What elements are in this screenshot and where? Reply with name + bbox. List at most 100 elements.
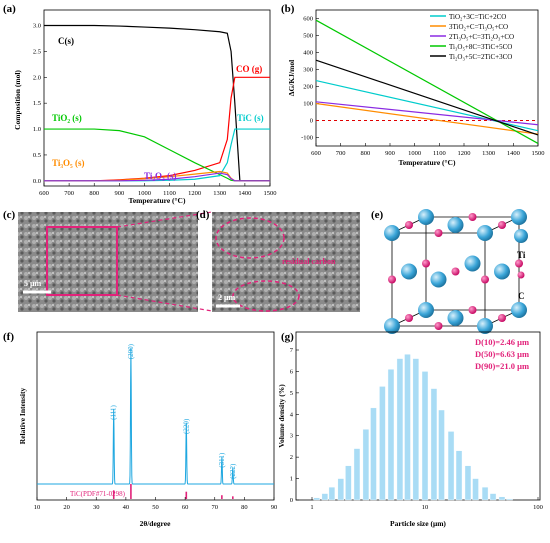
chart-a-xlabel: Temperature (°C) <box>129 196 186 205</box>
chart-a-ylabel: Composition (mol) <box>13 70 22 130</box>
psd-bar <box>345 465 352 501</box>
chart-a-xtick-label: 1100 <box>163 190 176 197</box>
chart-f-xtick-label: 20 <box>63 504 70 511</box>
chart-a-line-0 <box>44 24 270 182</box>
chart-g-ytick-label: 5 <box>290 390 293 397</box>
stat-d50: D(50)=6.63 μm <box>475 349 529 359</box>
c-atom <box>405 314 413 322</box>
chart-f-xlabel: 2θ/degree <box>140 519 172 528</box>
psd-bar <box>321 493 329 501</box>
residual-carbon-ellipse-1 <box>215 217 285 259</box>
stat-d10: D(10)=2.46 μm <box>475 337 529 347</box>
psd-bar <box>370 407 377 501</box>
xrd-peak-label: (111) <box>110 405 118 420</box>
chart-b-ytick-label: 300 <box>303 67 313 74</box>
chart-f-xtick-label: 10 <box>34 504 41 511</box>
chart-f-xtick-label: 70 <box>212 504 219 511</box>
residual-carbon-ellipse-2 <box>232 280 300 312</box>
psd-bar <box>464 465 472 501</box>
residual-carbon-label: residual carbon <box>282 257 336 266</box>
c-atom <box>498 221 506 229</box>
chart-b-ytick-label: 600 <box>303 16 313 23</box>
xrd-peak-label: (200) <box>127 343 135 359</box>
xrd-peak-label: (220) <box>182 418 190 434</box>
c-atom <box>388 275 396 284</box>
chart-b-ylabel: ΔG/KJ/mol <box>287 60 296 96</box>
c-atom <box>515 259 523 268</box>
ti-atom <box>384 318 400 334</box>
ti-atom <box>464 255 481 272</box>
chart-g-ytick-label: 7 <box>290 347 294 354</box>
ti-atom <box>418 302 434 318</box>
c-atom <box>468 213 477 221</box>
panel-label-f: (f) <box>3 331 14 343</box>
chart-f-xtick-label: 80 <box>241 504 248 511</box>
psd-bar <box>447 431 455 501</box>
chart-f-frame <box>36 331 275 501</box>
psd-bar <box>430 388 438 501</box>
ti-atom <box>418 209 434 225</box>
chart-g: 1 10 100 0 1 2 3 4 5 6 7 Particle size (μm) Volum… <box>277 331 543 528</box>
chart-b-ytick-label: 200 <box>303 84 313 91</box>
chart-b-legend: TiO₂+3C=TiC+2CO 3TiO₂+C=Ti₃O₅+CO 2Ti₃O₅+C=… <box>430 13 514 61</box>
chart-b-xtick-label: 1400 <box>507 150 520 157</box>
psd-bar <box>404 354 411 501</box>
ti-atom <box>430 271 447 288</box>
chart-a-ytick-label: 2.0 <box>33 74 41 81</box>
chart-a-xtick-label: 600 <box>39 190 49 197</box>
ti-atom <box>511 209 527 225</box>
chart-f-pattern: (111) (200) (220) (311)(222) <box>37 343 274 499</box>
chart-g-bars <box>313 354 513 501</box>
chart-a-xtick-label: 1200 <box>188 190 201 197</box>
label-ti2o3: Ti₂O₃ (s) <box>144 171 176 181</box>
chart-b: 600 700 800 900 1000 1100 1200 1300 1400 1500 -10… <box>287 9 545 167</box>
psd-bar <box>353 448 361 501</box>
chart-g-ytick-label: 6 <box>290 368 294 375</box>
chart-a: 600 700 800 900 1000 1100 1200 1300 1400 1500 0.0… <box>13 9 277 205</box>
chart-a-line-5 <box>44 172 270 182</box>
c-atom <box>451 267 460 276</box>
chart-a-xtick-label: 800 <box>89 190 99 197</box>
chart-b-xtick-label: 1300 <box>482 150 495 157</box>
c-atom <box>405 221 413 229</box>
legend-ti-atom <box>514 229 528 243</box>
ti-atom <box>477 318 493 334</box>
chart-b-xtick-label: 600 <box>311 150 321 157</box>
panel-label-a: (a) <box>3 3 16 15</box>
chart-g-ytick-label: 4 <box>290 411 294 418</box>
chart-g-ylabel: Volume density (%) <box>277 384 286 448</box>
label-cs: C(s) <box>58 36 74 46</box>
chart-b-ytick-label: 0 <box>310 118 313 125</box>
chart-b-xtick-label: 900 <box>385 150 395 157</box>
chart-a-xtick-label: 900 <box>114 190 124 197</box>
chart-b-ytick-label: 400 <box>303 50 313 57</box>
psd-bar <box>472 478 479 501</box>
label-tio2: TiO₂ (s) <box>52 113 82 123</box>
legend-c-label: C <box>518 291 525 301</box>
psd-bar <box>481 486 489 501</box>
sem-c-zoom-box <box>46 226 118 296</box>
chart-a-y-ticks: 0.0 0.5 1.0 1.5 2.0 2.5 3.0 <box>33 23 47 185</box>
chart-f-xtick-label: 90 <box>271 504 278 511</box>
chart-a-xtick-label: 700 <box>64 190 74 197</box>
panel-label-e: (e) <box>371 209 384 221</box>
chart-a-frame <box>43 9 271 187</box>
chart-f-x-ticks: 10 20 30 40 50 60 70 80 90 <box>34 497 278 511</box>
chart-f-xtick-label: 30 <box>93 504 100 511</box>
chart-b-ytick-label: -100 <box>301 135 313 142</box>
ti-atom <box>401 263 417 280</box>
chart-b-series <box>315 19 539 144</box>
chart-a-series <box>44 24 270 182</box>
chart-f-xtick-label: 60 <box>182 504 189 511</box>
chart-b-ytick-label: 500 <box>303 33 313 40</box>
psd-bar <box>455 450 463 501</box>
chart-b-xtick-label: 700 <box>336 150 346 157</box>
xrd-peak-label: (222) <box>229 463 237 479</box>
chart-a-ytick-label: 0.5 <box>33 152 41 159</box>
chart-a-xtick-label: 1500 <box>264 190 277 197</box>
chart-b-x-ticks: 600 700 800 900 1000 1100 1200 1300 1400 1500 <box>311 143 545 157</box>
chart-b-legend-label: Ti₂O₃+5C=2TiC+3CO <box>449 53 512 61</box>
chart-b-xtick-label: 1000 <box>408 150 421 157</box>
chart-a-ytick-label: 1.5 <box>33 100 41 107</box>
psd-bar <box>362 429 370 501</box>
